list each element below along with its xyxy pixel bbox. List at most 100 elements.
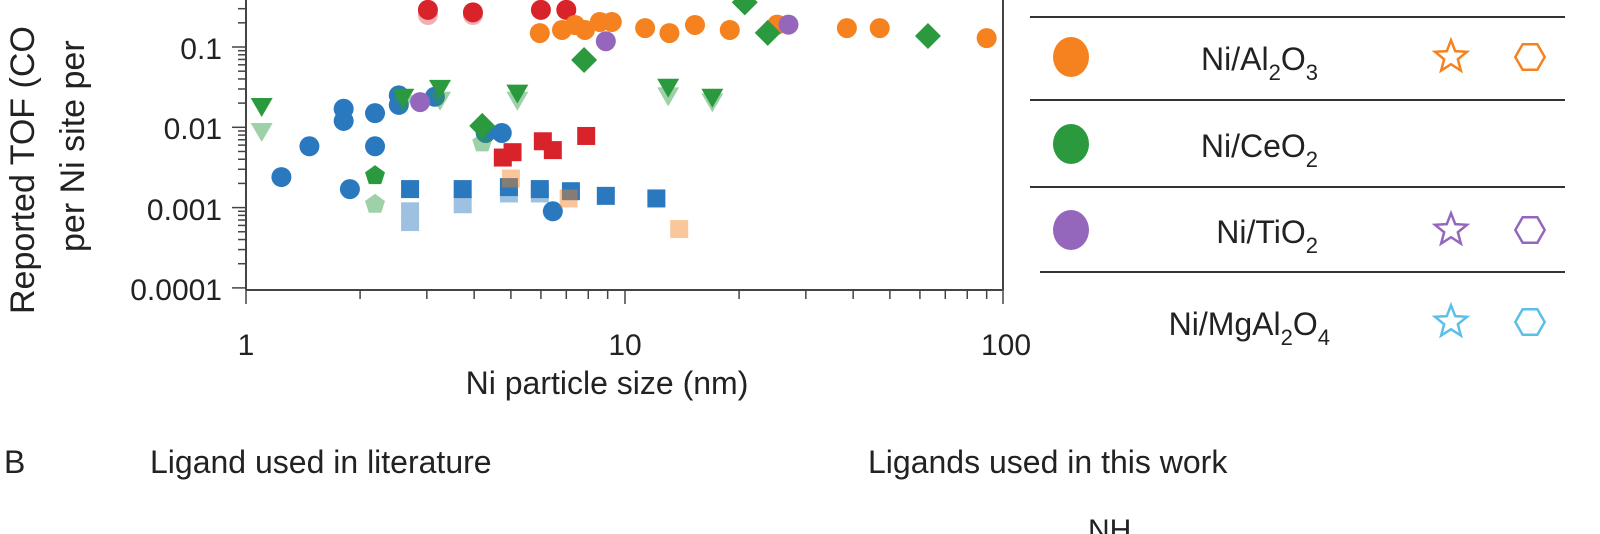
y-axis-title-line-1: Reported TOF (CO bbox=[4, 26, 42, 314]
data-point bbox=[401, 180, 420, 199]
legend-label: Ni/MgAl2O4 bbox=[1169, 306, 1330, 350]
data-point bbox=[339, 179, 360, 200]
y-tick-labels: 0.1 0.01 0.001 0.0001 bbox=[130, 33, 222, 307]
data-point bbox=[754, 19, 781, 46]
data-point bbox=[250, 98, 273, 118]
legend-label: Ni/Al2O3 bbox=[1201, 41, 1318, 85]
data-point bbox=[530, 0, 551, 20]
data-point bbox=[501, 169, 520, 188]
x-tick-label: 100 bbox=[981, 329, 1031, 362]
data-point bbox=[365, 193, 386, 213]
panel-b-left-title: Ligand used in literature bbox=[150, 444, 492, 480]
data-point bbox=[469, 112, 496, 139]
data-point bbox=[561, 182, 580, 201]
data-point bbox=[836, 18, 857, 39]
series-square bbox=[501, 169, 689, 239]
legend: Ni/Al2O3 Ni/CeO2 Ni/TiO2 Ni/MgAl2O4 bbox=[1030, 16, 1565, 350]
data-point bbox=[401, 202, 420, 221]
y-axis-title: Reported TOF (CO per Ni site per bbox=[4, 26, 92, 314]
legend-hexagon-icon bbox=[1513, 216, 1547, 244]
data-point bbox=[914, 23, 941, 50]
legend-star-icon bbox=[1431, 301, 1471, 339]
data-point bbox=[976, 28, 997, 49]
series-circle bbox=[410, 14, 799, 113]
data-point bbox=[417, 0, 438, 20]
series-pentagon bbox=[365, 165, 386, 185]
series-triangle-down bbox=[250, 87, 724, 142]
data-point bbox=[365, 165, 386, 185]
data-point bbox=[250, 122, 273, 142]
panel-b-letter: B bbox=[4, 444, 25, 480]
data-point bbox=[657, 78, 680, 98]
y-tick-label: 0.001 bbox=[147, 194, 222, 227]
data-point bbox=[392, 88, 415, 108]
data-point bbox=[657, 87, 680, 107]
series-square bbox=[493, 126, 596, 167]
data-point bbox=[410, 92, 431, 113]
data-point bbox=[869, 18, 890, 39]
data-point bbox=[472, 132, 493, 152]
data-point bbox=[701, 88, 724, 108]
x-tick-label: 10 bbox=[608, 329, 641, 362]
data-point bbox=[506, 84, 529, 104]
x-tick-labels: 1 10 100 bbox=[238, 329, 1031, 362]
data-point bbox=[601, 11, 622, 32]
y-axis-title-line-2: per Ni site per bbox=[54, 40, 92, 252]
data-point bbox=[719, 19, 740, 40]
panel-b-right-title: Ligands used in this work bbox=[868, 444, 1228, 480]
data-point bbox=[577, 126, 596, 145]
series-circle bbox=[417, 0, 577, 23]
data-point bbox=[365, 136, 386, 157]
structure-fragment-nh: NH bbox=[1088, 514, 1131, 534]
data-point bbox=[530, 180, 549, 199]
data-point bbox=[542, 201, 563, 222]
legend-label: Ni/TiO2 bbox=[1216, 214, 1318, 258]
data-point bbox=[453, 195, 472, 214]
data-point bbox=[670, 220, 689, 239]
data-point bbox=[503, 143, 522, 162]
data-point bbox=[731, 0, 758, 16]
data-point bbox=[778, 14, 799, 35]
data-point bbox=[559, 189, 578, 208]
data-point bbox=[401, 213, 420, 232]
series-triangle-down bbox=[250, 78, 724, 118]
data-point bbox=[647, 189, 666, 208]
data-point bbox=[499, 178, 518, 197]
data-points bbox=[250, 0, 997, 239]
series-diamond bbox=[469, 0, 941, 139]
legend-star-icon bbox=[1431, 209, 1471, 247]
data-point bbox=[365, 103, 386, 124]
legend-label: Ni/CeO2 bbox=[1201, 128, 1318, 172]
data-point bbox=[574, 19, 595, 40]
data-point bbox=[491, 122, 512, 143]
data-point bbox=[271, 167, 292, 188]
y-tick-label: 0.0001 bbox=[130, 274, 222, 307]
data-point bbox=[299, 136, 320, 157]
data-point bbox=[530, 184, 549, 203]
axes bbox=[232, 0, 1004, 304]
data-point bbox=[701, 93, 724, 113]
data-point bbox=[453, 180, 472, 199]
legend-star-icon bbox=[1431, 36, 1471, 74]
data-point bbox=[333, 110, 354, 131]
y-tick-label: 0.01 bbox=[164, 113, 222, 146]
data-point bbox=[684, 14, 705, 35]
data-point bbox=[596, 186, 615, 205]
data-point bbox=[571, 46, 598, 73]
data-point bbox=[429, 91, 452, 111]
data-point bbox=[543, 141, 562, 160]
x-tick-label: 1 bbox=[238, 329, 255, 362]
legend-marker-circle bbox=[1053, 124, 1089, 164]
series-square bbox=[401, 178, 666, 208]
data-point bbox=[635, 18, 656, 39]
data-point bbox=[595, 31, 616, 52]
legend-marker-circle bbox=[1053, 210, 1089, 250]
x-axis-title: Ni particle size (nm) bbox=[466, 365, 749, 401]
data-point bbox=[429, 79, 452, 99]
series-pentagon bbox=[365, 132, 493, 213]
legend-marker-circle bbox=[1053, 37, 1089, 77]
legend-hexagon-icon bbox=[1513, 308, 1547, 336]
data-point bbox=[506, 91, 529, 111]
series-square bbox=[401, 184, 549, 232]
